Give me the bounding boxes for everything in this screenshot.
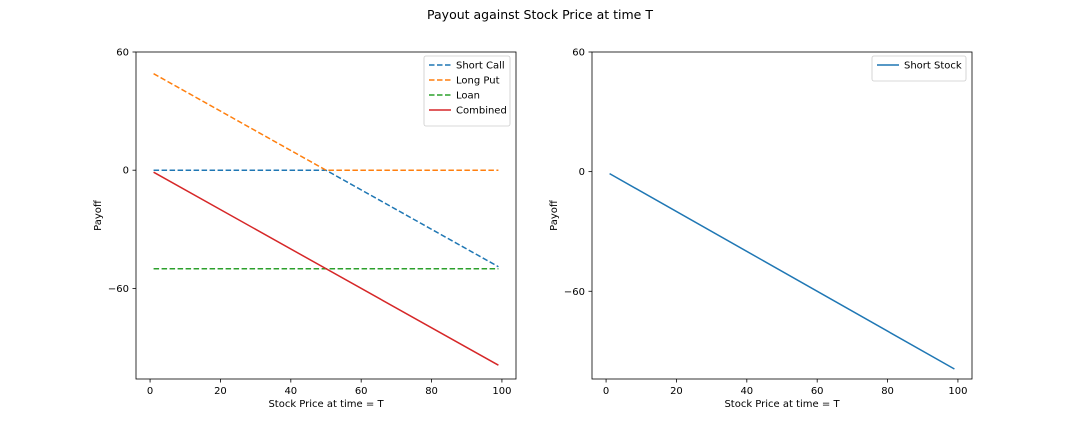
x-tick-label: 80 <box>881 386 894 397</box>
series-line-short-call <box>153 169 499 268</box>
legend: Short Stock <box>871 55 967 82</box>
x-tick-label: 60 <box>811 386 824 397</box>
x-tick-label: 20 <box>670 386 683 397</box>
left-chart: 0 20 40 60 80 100 60 0 −60 Stock Price at time = … <box>93 48 517 410</box>
legend-entry: Long Put <box>456 76 500 87</box>
series-line-long-put <box>153 73 499 171</box>
x-tick-label: 100 <box>492 386 511 397</box>
legend-entry: Combined <box>456 106 507 117</box>
legend-entry: Short Call <box>456 61 505 72</box>
series-line-combined <box>153 171 499 366</box>
y-axis-label: Payoff <box>549 199 560 231</box>
plot-frame <box>591 51 973 380</box>
y-tick-label: 60 <box>116 48 129 59</box>
y-tick-label: 0 <box>123 166 129 177</box>
x-tick-label: 0 <box>147 386 153 397</box>
series-line-short-stock <box>609 172 955 370</box>
x-tick-label: 60 <box>355 386 368 397</box>
x-tick-label: 40 <box>284 386 297 397</box>
y-tick-label: 60 <box>572 48 585 59</box>
plot-frame <box>135 51 517 380</box>
y-tick-label: 0 <box>579 167 585 178</box>
legend: Short Call Long Put Loan Combined <box>423 55 511 127</box>
legend-entry: Loan <box>456 91 480 102</box>
legend-box <box>871 55 967 82</box>
x-tick-label: 40 <box>740 386 753 397</box>
x-axis-label: Stock Price at time = T <box>268 399 384 410</box>
x-tick-label: 0 <box>603 386 609 397</box>
right-chart: 0 20 40 60 80 100 60 0 −60 Stock Price at time = … <box>549 48 973 410</box>
y-tick-label: −60 <box>108 284 129 295</box>
x-axis-label: Stock Price at time = T <box>724 399 840 410</box>
x-tick-label: 80 <box>425 386 438 397</box>
y-axis-label: Payoff <box>93 199 104 231</box>
figure-title: Payout against Stock Price at time T <box>427 7 653 22</box>
x-tick-label: 100 <box>948 386 967 397</box>
y-tick-label: −60 <box>564 287 585 298</box>
x-tick-label: 20 <box>214 386 227 397</box>
legend-box <box>423 55 511 127</box>
legend-entry: Short Stock <box>904 61 962 72</box>
